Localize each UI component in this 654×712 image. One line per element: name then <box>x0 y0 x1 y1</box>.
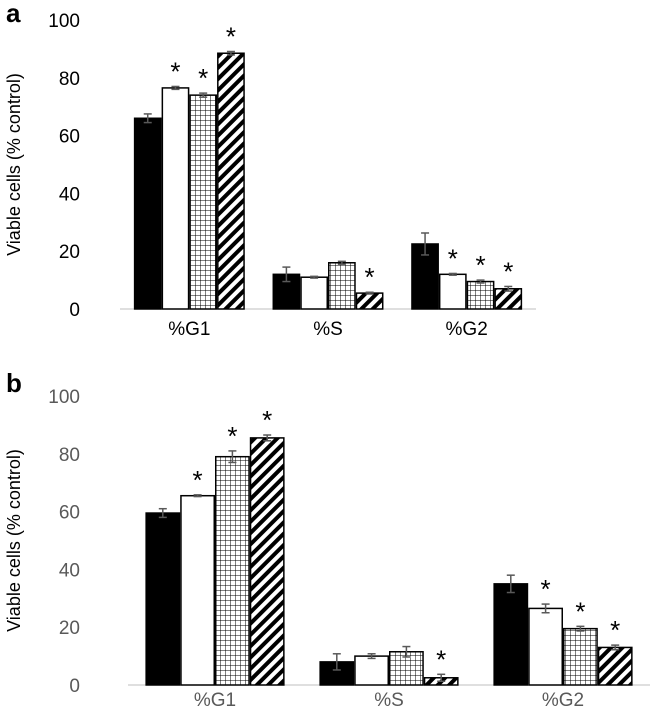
significance-star: * <box>448 243 458 273</box>
significance-star: * <box>198 63 208 93</box>
significance-star: * <box>475 250 485 280</box>
significance-star: * <box>575 596 585 626</box>
bar <box>300 276 328 310</box>
bar <box>466 280 495 310</box>
significance-star: * <box>365 262 375 292</box>
bar <box>133 117 162 310</box>
panel-b: b Viable cells (% control) 0 20 40 60 80 100 * * *… <box>4 368 650 711</box>
category-label: %G1 <box>194 690 236 711</box>
significance-star: * <box>436 644 446 674</box>
category-label: %S <box>374 690 404 711</box>
category-label: %S <box>313 319 343 340</box>
significance-star: * <box>227 421 237 451</box>
y-tick-label: 40 <box>59 560 80 581</box>
significance-star: * <box>170 56 180 86</box>
significance-star: * <box>610 615 620 645</box>
significance-star: * <box>541 574 551 604</box>
bar <box>145 512 181 686</box>
bar <box>355 292 384 310</box>
bar <box>272 273 301 310</box>
y-tick-label: 40 <box>59 184 80 205</box>
bar <box>249 437 285 686</box>
bar <box>189 94 218 310</box>
y-tick-label: 20 <box>59 242 80 263</box>
y-tick-label: 60 <box>59 503 80 524</box>
bar <box>217 52 245 310</box>
y-tick-label: 100 <box>48 387 80 408</box>
bar <box>180 494 215 686</box>
category-label: %G2 <box>446 319 488 340</box>
significance-star: * <box>193 465 203 495</box>
y-tick-label: 100 <box>48 11 80 32</box>
bar <box>528 607 564 686</box>
category-label: %G2 <box>542 690 584 711</box>
bar <box>493 583 529 686</box>
bar <box>328 262 356 310</box>
y-tick-label: 0 <box>69 676 80 697</box>
bar <box>161 87 190 310</box>
y-tick-label: 80 <box>59 445 80 466</box>
y-tick-label: 80 <box>59 69 80 90</box>
y-tick-label: 20 <box>59 618 80 639</box>
significance-star: * <box>503 256 513 286</box>
y-axis-label: Viable cells (% control) <box>4 73 24 256</box>
y-tick-label: 60 <box>59 127 80 148</box>
bar <box>563 627 598 686</box>
y-tick-label: 0 <box>69 300 80 321</box>
bar <box>438 273 467 310</box>
panel-label: a <box>6 0 21 28</box>
panel-a: a Viable cells (% control) 0 20 40 60 80 100 * * *… <box>4 0 536 340</box>
y-axis-label: Viable cells (% control) <box>4 449 24 632</box>
panel-label: b <box>6 368 22 398</box>
category-label: %G1 <box>168 319 210 340</box>
bar <box>215 455 250 686</box>
bar <box>597 646 633 686</box>
significance-star: * <box>262 405 272 435</box>
significance-star: * <box>226 22 236 52</box>
bar <box>354 655 390 686</box>
